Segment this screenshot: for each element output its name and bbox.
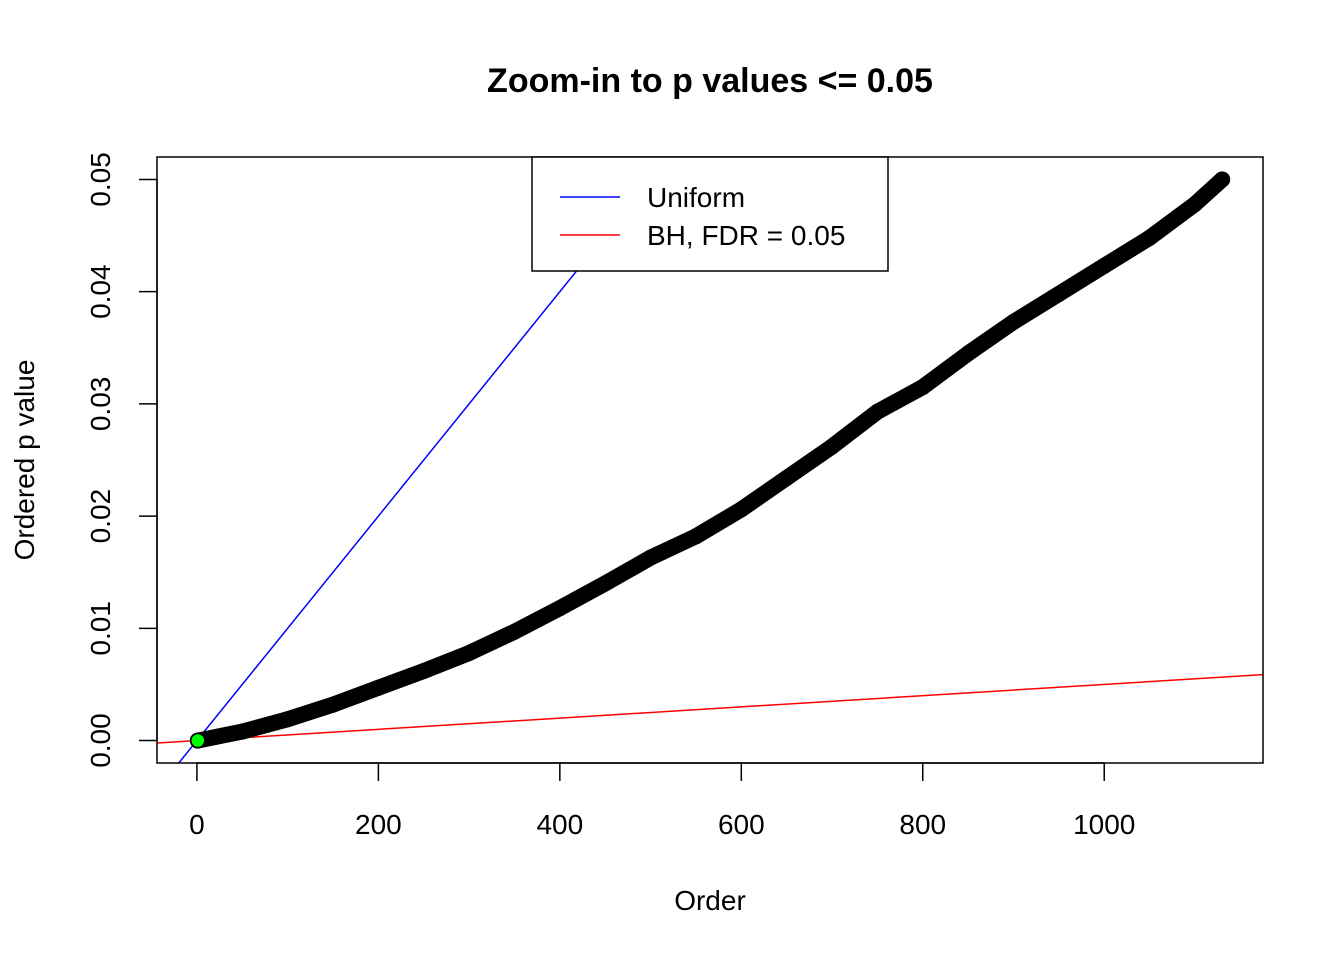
x-axis: 0 200 400 600 800 1000: [189, 762, 1135, 840]
y-tick-label: 0.05: [85, 152, 116, 207]
data-point: [642, 549, 659, 566]
data-point: [1214, 171, 1231, 188]
chart-title: Zoom-in to p values <= 0.05: [487, 62, 933, 100]
data-point: [914, 379, 931, 396]
legend-label-bh: BH, FDR = 0.05: [647, 220, 845, 251]
y-tick-label: 0.01: [85, 601, 116, 656]
y-tick-label: 0.02: [85, 489, 116, 544]
data-point: [778, 469, 795, 486]
data-point: [551, 600, 568, 617]
data-point: [279, 711, 296, 728]
y-axis: 0.00 0.01 0.02 0.03 0.04 0.05: [85, 152, 158, 768]
x-tick-label: 600: [718, 809, 765, 840]
data-point: [234, 723, 251, 740]
data-point: [960, 345, 977, 362]
data-point: [733, 501, 750, 518]
reference-line-1: [157, 673, 1263, 744]
data-point: [1050, 285, 1067, 302]
data-point: [415, 662, 432, 679]
data-point: [597, 575, 614, 592]
points-trace: [189, 171, 1231, 749]
x-axis-label: Order: [674, 885, 746, 916]
data-point: [687, 528, 704, 545]
y-tick-label: 0.03: [85, 377, 116, 432]
data-point: [506, 623, 523, 640]
x-tick-label: 200: [355, 809, 402, 840]
data-point: [325, 696, 342, 713]
legend-label-uniform: Uniform: [647, 182, 745, 213]
y-tick-label: 0.04: [85, 264, 116, 319]
data-point: [1141, 229, 1158, 246]
x-tick-label: 800: [899, 809, 946, 840]
legend: Uniform BH, FDR = 0.05: [531, 156, 889, 272]
data-point: [824, 438, 841, 455]
highlight-point: [190, 732, 206, 749]
data-point: [461, 645, 478, 662]
legend-box: [531, 156, 889, 272]
y-axis-label: Ordered p value: [9, 360, 40, 561]
data-point: [370, 679, 387, 696]
x-tick-label: 400: [536, 809, 583, 840]
data-point: [869, 403, 886, 420]
data-point: [1186, 196, 1203, 213]
data-point: [1096, 257, 1113, 274]
y-tick-label: 0.00: [85, 713, 116, 768]
x-tick-label: 0: [189, 809, 205, 840]
data-point: [1005, 313, 1022, 330]
x-tick-label: 1000: [1073, 809, 1135, 840]
reference-line-0: [177, 157, 670, 763]
